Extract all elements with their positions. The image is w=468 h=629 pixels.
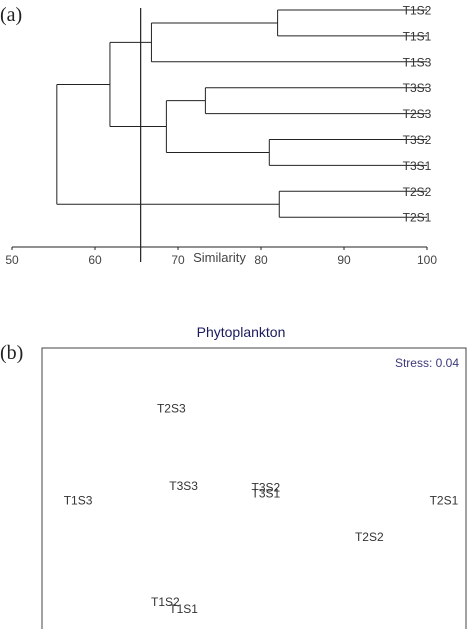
leaf-label: T1S3 [403,55,432,69]
point-label: T1S2 [151,595,180,609]
x-tick-label: 100 [417,253,437,267]
x-axis: 50 60 70 80 90 100 [5,246,437,267]
leaf-label: T1S2 [403,4,432,18]
leaf-label: T2S3 [403,107,432,121]
x-tick-label: 80 [254,253,268,267]
point-label: T2S1 [430,494,459,508]
x-tick-label: 60 [88,253,102,267]
leaf-label: T1S1 [403,29,432,43]
point-label: T2S3 [157,402,186,416]
panel-label-b: (b) [0,342,23,364]
plot-frame [41,347,467,629]
leaf-label: T2S1 [403,211,432,225]
point-label: T3S2 [252,481,281,495]
point-label: T2S2 [355,530,384,544]
leaf-label: T2S2 [403,185,432,199]
stress-annotation: Stress: 0.04 [395,356,459,370]
point-label: T1S1 [169,602,198,616]
leaf-label: T3S1 [403,159,432,173]
x-tick-label: 70 [171,253,185,267]
x-tick-label: 90 [337,253,351,267]
panel-label-a: (a) [0,4,22,26]
dendrogram-branches [56,9,427,218]
dendrogram-leaf-labels: T1S2 T1S1 T1S3 T3S3 T2S3 T3S2 T3S1 T2S2 T2S1 [403,4,432,225]
x-axis-label: Similarity [193,250,246,265]
dendrogram: T1S2 T1S1 T1S3 T3S3 T2S3 T3S2 T3S1 T2S2 T2S1 50 6… [5,4,437,268]
point-label: T3S1 [252,486,281,500]
point-label: T1S3 [64,494,93,508]
x-tick-label: 50 [5,253,19,267]
plot-title: Phytoplankton [197,324,286,340]
leaf-label: T3S3 [403,81,432,95]
leaf-label: T3S2 [403,133,432,147]
point-label: T3S3 [169,479,198,493]
